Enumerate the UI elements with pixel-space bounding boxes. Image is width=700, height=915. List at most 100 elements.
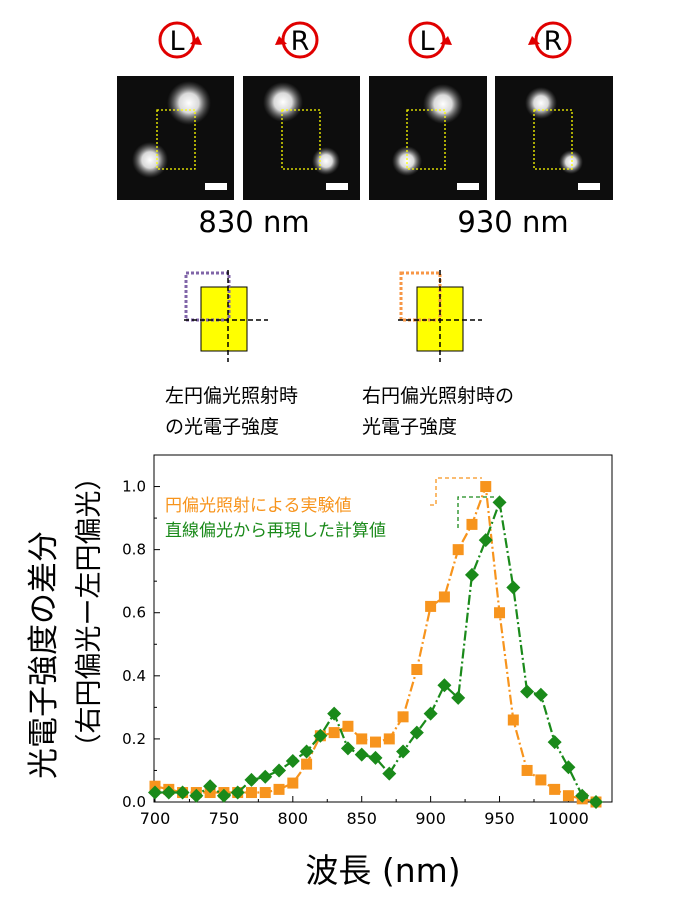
- data-point-diamond: [313, 728, 328, 743]
- scale-bar: [457, 183, 479, 190]
- data-point-square: [521, 764, 533, 776]
- schematic-right: [398, 270, 482, 362]
- data-point-diamond: [437, 678, 452, 693]
- data-point-square: [383, 733, 395, 745]
- data-point-square: [549, 783, 561, 795]
- arrowhead-icon: [190, 36, 202, 45]
- data-point-square: [562, 790, 574, 802]
- data-point-diamond: [216, 788, 231, 803]
- micrograph-930-right: [495, 76, 613, 200]
- y-tick-label: 1.0: [122, 478, 146, 496]
- data-point-diamond: [382, 766, 397, 781]
- data-point-square: [425, 600, 437, 612]
- arrowhead-icon: [440, 36, 452, 45]
- y-axis-title-line2: （右円偏光ー左円偏光）: [74, 464, 105, 761]
- caption-right-line1: 右円偏光照射時の: [362, 385, 514, 407]
- x-tick-label: 900: [415, 809, 446, 828]
- data-point-square: [452, 544, 464, 556]
- data-point-diamond: [189, 788, 204, 803]
- data-point-square: [507, 714, 519, 726]
- roi-box: [156, 109, 196, 170]
- y-tick-label: 0.0: [122, 793, 146, 811]
- data-point-square: [411, 664, 423, 676]
- series-calculation: [148, 495, 603, 809]
- legend-label-calculation: 直線偏光から再現した計算値: [165, 521, 386, 541]
- caption-right-line2: 光電子強度: [362, 416, 457, 438]
- data-point-diamond: [368, 750, 383, 765]
- data-point-square: [342, 720, 354, 732]
- polarization-indicator-r-2: R: [528, 21, 572, 59]
- data-point-square: [438, 591, 450, 603]
- roi-box: [281, 109, 321, 170]
- caption-left-line1: 左円偏光照射時: [165, 385, 298, 407]
- polarization-label: L: [169, 26, 184, 57]
- data-point-square: [259, 787, 271, 799]
- polarization-label: L: [419, 26, 434, 57]
- data-point-square: [494, 607, 506, 619]
- legend-leader-calculation: [457, 496, 494, 528]
- data-point-square: [370, 736, 381, 748]
- data-point-diamond: [533, 687, 548, 702]
- data-point-square: [397, 711, 409, 723]
- data-point-diamond: [175, 785, 190, 800]
- x-tick-label: 800: [278, 809, 309, 828]
- data-point-diamond: [478, 533, 493, 548]
- data-point-square: [273, 783, 285, 795]
- wavelength-label-830: 830 nm: [198, 205, 309, 239]
- data-point-diamond: [203, 779, 218, 794]
- roi-box: [184, 271, 231, 322]
- x-tick-label: 700: [140, 809, 171, 828]
- data-point-diamond: [409, 725, 424, 740]
- data-point-diamond: [327, 706, 342, 721]
- polarization-label: R: [291, 26, 310, 57]
- schematic-left: [184, 270, 268, 362]
- data-point-diamond: [506, 580, 521, 595]
- data-point-diamond: [161, 785, 176, 800]
- data-point-square: [480, 481, 492, 493]
- polarization-indicator-l-2: L: [408, 21, 452, 59]
- data-point-square: [356, 733, 368, 745]
- legend-leader-experiment: [430, 477, 482, 506]
- x-tick-label: 750: [209, 809, 240, 828]
- data-point-square: [245, 787, 257, 799]
- data-point-diamond: [272, 763, 287, 778]
- legend: 円偏光照射による実験値 直線偏光から再現した計算値: [165, 477, 494, 541]
- data-point-diamond: [299, 744, 314, 759]
- data-point-diamond: [464, 567, 479, 582]
- data-point-diamond: [492, 495, 507, 510]
- x-tick-label: 850: [346, 809, 377, 828]
- data-point-diamond: [396, 744, 411, 759]
- data-point-diamond: [285, 753, 300, 768]
- plot-frame: [153, 454, 613, 803]
- data-point-diamond: [423, 706, 438, 721]
- x-tick-label: 1000: [548, 809, 589, 828]
- arrowhead-icon: [528, 36, 540, 45]
- roi-box: [533, 109, 573, 170]
- y-axis-title-line1: 光電子強度の差分: [26, 531, 62, 779]
- legend-label-experiment: 円偏光照射による実験値: [165, 496, 352, 516]
- data-point-diamond: [244, 772, 259, 787]
- x-axis-title: 波長 (nm): [305, 851, 460, 890]
- data-point-diamond: [589, 795, 603, 809]
- micrograph-830-left: [117, 76, 234, 200]
- axis-ticks: 700 750 800 850 900 950 1000 0.0 0.2 0.4 0.6 0.8 1.0: [122, 478, 589, 828]
- wavelength-label-930: 930 nm: [457, 205, 568, 239]
- data-point-square: [466, 518, 478, 530]
- scale-bar: [326, 183, 348, 190]
- arrowhead-icon: [275, 36, 287, 45]
- y-tick-label: 0.8: [122, 541, 146, 559]
- data-point-diamond: [575, 788, 590, 803]
- data-point-diamond: [148, 785, 162, 800]
- micrograph-930-left: [369, 76, 487, 200]
- data-point-square: [287, 777, 299, 789]
- data-point-diamond: [340, 741, 355, 756]
- data-point-square: [328, 727, 340, 739]
- y-tick-label: 0.2: [122, 730, 146, 748]
- data-point-diamond: [230, 785, 245, 800]
- data-point-diamond: [354, 747, 369, 762]
- roi-box: [406, 109, 446, 170]
- scale-bar: [578, 183, 600, 190]
- data-point-diamond: [258, 769, 273, 784]
- x-tick-label: 950: [484, 809, 515, 828]
